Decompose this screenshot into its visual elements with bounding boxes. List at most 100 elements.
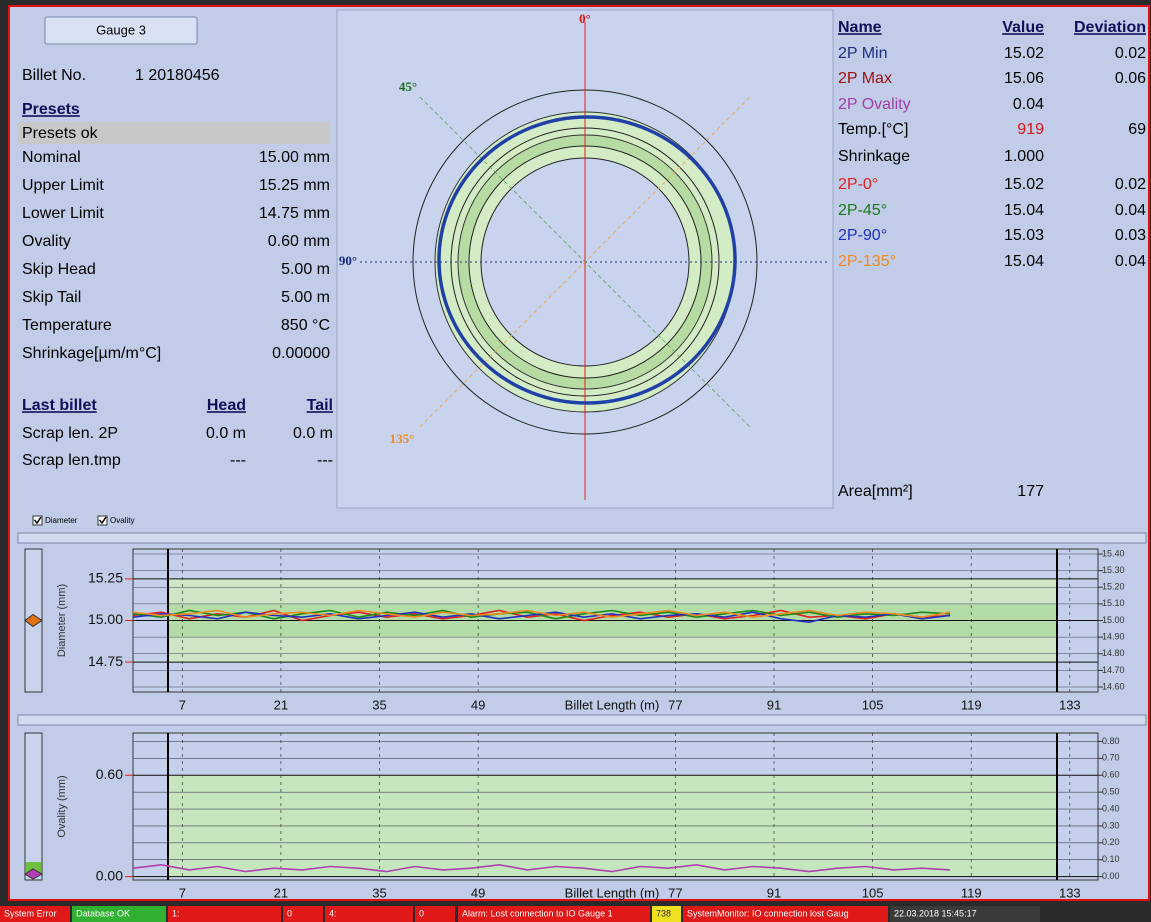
data-line — [132, 609, 951, 620]
y2-tick-label: 15.30 — [1102, 565, 1125, 575]
status-item — [890, 906, 1040, 922]
y-axis-label: Diameter (mm) — [56, 584, 68, 657]
measure-value: 15.02 — [1004, 176, 1044, 193]
scrap-tail: --- — [317, 452, 333, 469]
y2-tick-label: 0.70 — [1102, 753, 1120, 763]
preset-value: 0.60 mm — [268, 233, 330, 250]
gauge-button[interactable] — [44, 16, 198, 45]
y-tick-label: 15.00 — [88, 611, 123, 627]
table-header: Name — [838, 19, 882, 36]
measure-name: 2P Ovality — [838, 96, 911, 113]
measure-name: Shrinkage — [838, 148, 910, 165]
scrap-tail: 0.0 m — [293, 425, 333, 442]
y2-tick-label: 15.10 — [1102, 598, 1125, 608]
y2-tick-label: 0.40 — [1102, 803, 1120, 813]
preset-value: 15.25 mm — [259, 177, 330, 194]
status-item — [652, 906, 681, 922]
x-tick-label: 35 — [372, 697, 386, 712]
status-text: 738 — [656, 908, 671, 918]
measure-deviation: 0.02 — [1115, 45, 1146, 62]
preset-value: 850 °C — [281, 317, 330, 334]
checkmark — [98, 516, 107, 525]
y2-tick-label: 0.50 — [1102, 787, 1120, 797]
presets-title: Presets — [22, 101, 80, 118]
x-tick-label: 49 — [471, 885, 485, 900]
status-item — [458, 906, 650, 922]
measure-deviation: 0.02 — [1115, 176, 1146, 193]
preset-value: 15.00 mm — [259, 149, 330, 166]
y-tick-label: 0.00 — [96, 867, 123, 883]
measure-deviation: 0.06 — [1115, 70, 1146, 87]
x-tick-label: 133 — [1059, 885, 1081, 900]
measure-value: 15.04 — [1004, 202, 1044, 219]
presets-status: Presets ok — [22, 125, 99, 142]
status-text: 0 — [419, 908, 424, 918]
y-tick-label: 15.25 — [88, 570, 123, 586]
measure-name: 2P-45° — [838, 202, 887, 219]
separator-bar — [17, 532, 1147, 544]
scrap-label: Scrap len. 2P — [22, 425, 118, 442]
x-tick-label: 119 — [961, 697, 982, 712]
data-line — [132, 863, 951, 873]
preset-label: Temperature — [22, 317, 112, 334]
status-item — [683, 906, 888, 922]
measure-value: 15.06 — [1004, 70, 1044, 87]
status-text: Database OK — [76, 908, 130, 918]
measure-deviation: 69 — [1128, 121, 1146, 138]
x-tick-label: 91 — [767, 697, 781, 712]
x-tick-label: 133 — [1059, 697, 1081, 712]
measure-value: 15.03 — [1004, 227, 1044, 244]
preset-value: 5.00 m — [281, 289, 330, 306]
scrap-head: 0.0 m — [206, 425, 246, 442]
preset-label: Nominal — [22, 149, 81, 166]
billet-label: Billet No. — [22, 67, 86, 84]
status-item — [325, 906, 413, 922]
y2-tick-label: 0.80 — [1102, 736, 1120, 746]
table-header: Value — [1002, 19, 1044, 36]
axis-135 — [419, 96, 751, 428]
angle-label: 135° — [390, 431, 415, 446]
status-item — [0, 906, 70, 922]
y2-tick-label: 0.00 — [1102, 871, 1120, 881]
status-text: 0 — [287, 908, 292, 918]
x-tick-label: 21 — [274, 885, 288, 900]
x-axis-label: Billet Length (m) — [565, 697, 660, 712]
x-tick-label: 119 — [961, 885, 982, 900]
checkbox-label: Ovality — [110, 516, 134, 525]
measure-name: Temp.[°C] — [838, 121, 908, 138]
preset-label: Shrinkage[µm/m°C] — [22, 345, 161, 362]
y2-tick-label: 14.90 — [1102, 632, 1125, 642]
last-billet-title: Last billet — [22, 397, 97, 414]
measure-value: 919 — [1017, 121, 1044, 138]
x-axis-label: Billet Length (m) — [565, 885, 660, 900]
status-item — [283, 906, 323, 922]
checkbox[interactable] — [97, 515, 108, 526]
x-tick-label: 49 — [471, 697, 485, 712]
measure-deviation: 0.04 — [1115, 202, 1146, 219]
x-tick-label: 35 — [372, 885, 386, 900]
button-label: Gauge 3 — [96, 22, 146, 37]
preset-value: 14.75 mm — [259, 205, 330, 222]
x-tick-label: 105 — [862, 697, 884, 712]
y2-tick-label: 0.60 — [1102, 770, 1120, 780]
x-tick-label: 77 — [668, 697, 682, 712]
status-text: SystemMonitor: IO connection lost Gaug — [687, 908, 849, 918]
status-text: 22.03.2018 15:45:17 — [894, 908, 977, 918]
status-item — [168, 906, 281, 922]
y-tick-label: 0.60 — [96, 766, 123, 782]
area-value: 177 — [1017, 483, 1044, 500]
preset-label: Lower Limit — [22, 205, 104, 222]
angle-label: 90° — [339, 253, 357, 268]
preset-label: Skip Head — [22, 261, 96, 278]
x-tick-label: 7 — [179, 697, 186, 712]
tail-header: Tail — [307, 397, 333, 414]
checkmark — [33, 516, 42, 525]
table-header: Deviation — [1074, 19, 1146, 36]
x-tick-label: 77 — [668, 885, 682, 900]
status-text: System Error — [4, 908, 57, 918]
scrap-head: --- — [230, 452, 246, 469]
x-tick-label: 21 — [274, 697, 288, 712]
y2-tick-label: 0.20 — [1102, 837, 1120, 847]
checkbox[interactable] — [32, 515, 43, 526]
measure-value: 1.000 — [1004, 148, 1044, 165]
